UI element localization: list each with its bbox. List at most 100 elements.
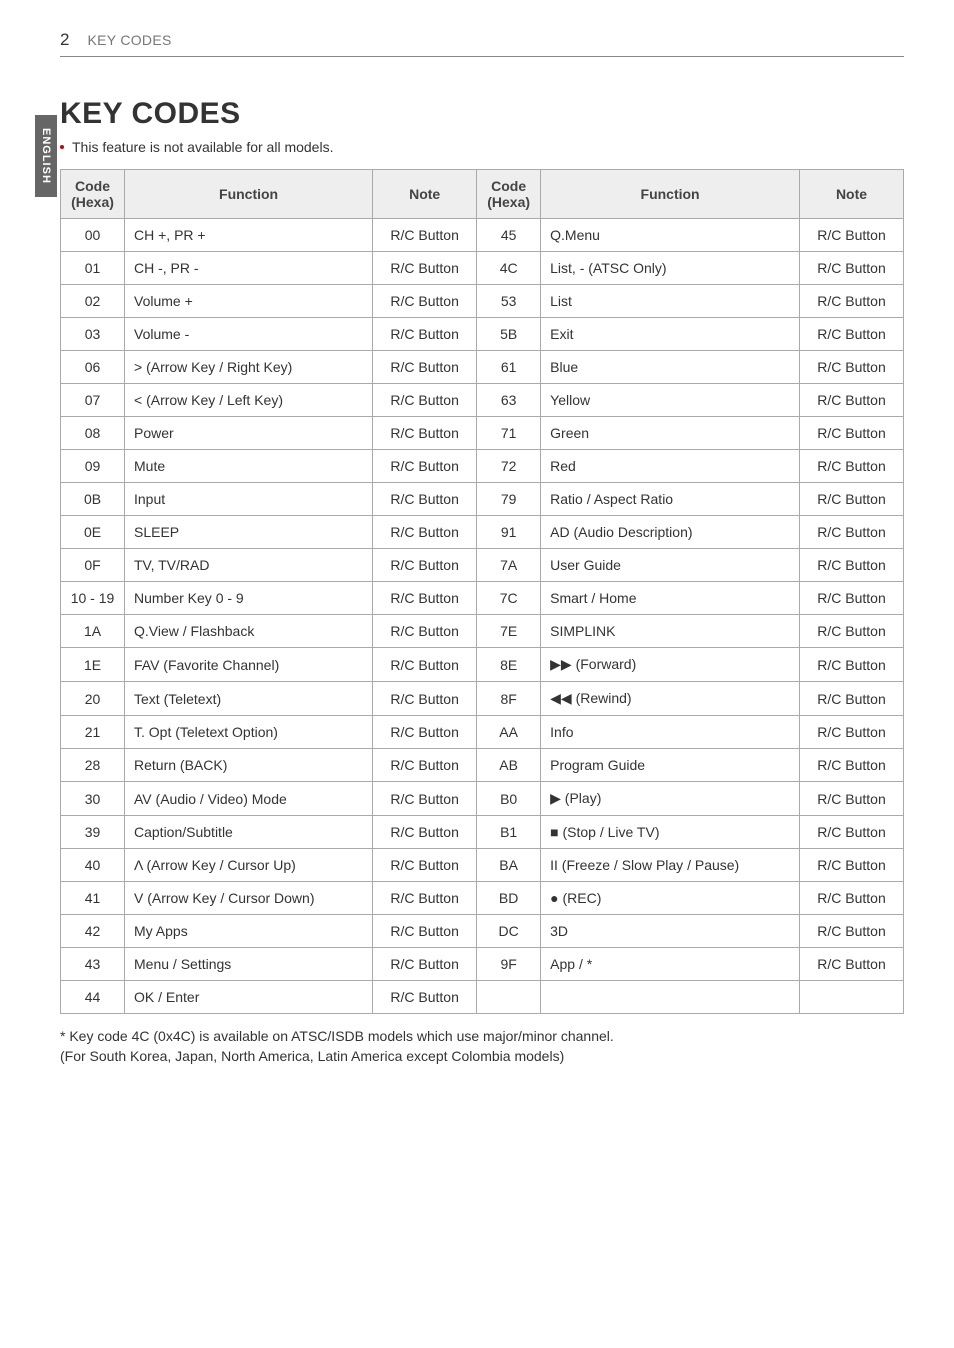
cell-code: 43 [61,948,125,981]
cell-note: R/C Button [373,285,477,318]
cell-note: R/C Button [800,483,904,516]
cell-note: R/C Button [373,219,477,252]
table-row: 1EFAV (Favorite Channel)R/C Button8E▶▶ (… [61,648,904,682]
cell-note: R/C Button [800,648,904,682]
table-row: 0BInputR/C Button79Ratio / Aspect RatioR… [61,483,904,516]
cell-code: 08 [61,417,125,450]
cell-code: 7E [477,615,541,648]
cell-note: R/C Button [800,915,904,948]
cell-note: R/C Button [373,882,477,915]
cell-code: 0E [61,516,125,549]
cell-function: > (Arrow Key / Right Key) [125,351,373,384]
cell-code: 10 - 19 [61,582,125,615]
cell-note: R/C Button [373,351,477,384]
cell-note: R/C Button [800,384,904,417]
cell-function: Menu / Settings [125,948,373,981]
table-row: 43Menu / SettingsR/C Button9FApp / *R/C … [61,948,904,981]
cell-note: R/C Button [373,318,477,351]
bullet-icon [60,145,64,149]
cell-note: R/C Button [373,749,477,782]
table-row: 42My AppsR/C ButtonDC3DR/C Button [61,915,904,948]
page-number: 2 [60,30,69,50]
cell-function: ■ (Stop / Live TV) [541,816,800,849]
table-row: 0ESLEEPR/C Button91AD (Audio Description… [61,516,904,549]
cell-function: CH -, PR - [125,252,373,285]
cell-function: < (Arrow Key / Left Key) [125,384,373,417]
cell-function: Program Guide [541,749,800,782]
cell-code: 1A [61,615,125,648]
cell-code: 21 [61,716,125,749]
cell-code: 63 [477,384,541,417]
cell-note: R/C Button [800,252,904,285]
cell-function: AD (Audio Description) [541,516,800,549]
cell-code: 42 [61,915,125,948]
cell-function: Exit [541,318,800,351]
table-row: 44OK / EnterR/C Button [61,981,904,1014]
table-header-row: Code (Hexa) Function Note Code (Hexa) Fu… [61,170,904,219]
cell-function: T. Opt (Teletext Option) [125,716,373,749]
cell-note: R/C Button [373,948,477,981]
cell-note: R/C Button [800,351,904,384]
cell-function: OK / Enter [125,981,373,1014]
table-row: 21T. Opt (Teletext Option)R/C ButtonAAIn… [61,716,904,749]
cell-function: Caption/Subtitle [125,816,373,849]
cell-code: 00 [61,219,125,252]
cell-function: Volume + [125,285,373,318]
cell-code: 4C [477,252,541,285]
cell-function: App / * [541,948,800,981]
cell-function: Text (Teletext) [125,682,373,716]
page-title: KEY CODES [60,97,904,131]
cell-note: R/C Button [800,285,904,318]
table-row: 00CH +, PR +R/C Button45Q.MenuR/C Button [61,219,904,252]
cell-code: 8E [477,648,541,682]
cell-function: User Guide [541,549,800,582]
cell-note: R/C Button [800,948,904,981]
cell-code: 7A [477,549,541,582]
cell-code: 0F [61,549,125,582]
cell-note [800,981,904,1014]
cell-code: 30 [61,782,125,816]
cell-code: 71 [477,417,541,450]
footnote-line: * Key code 4C (0x4C) is available on ATS… [60,1026,904,1046]
intro-bullet: This feature is not available for all mo… [60,139,904,155]
cell-code: 9F [477,948,541,981]
table-row: 0FTV, TV/RADR/C Button7AUser GuideR/C Bu… [61,549,904,582]
cell-code: 44 [61,981,125,1014]
cell-note: R/C Button [373,849,477,882]
cell-function: Smart / Home [541,582,800,615]
cell-note: R/C Button [373,782,477,816]
th-function-left: Function [125,170,373,219]
table-row: 40Λ (Arrow Key / Cursor Up)R/C ButtonBAI… [61,849,904,882]
cell-code: 45 [477,219,541,252]
cell-note: R/C Button [800,549,904,582]
cell-note: R/C Button [800,716,904,749]
cell-function: II (Freeze / Slow Play / Pause) [541,849,800,882]
cell-note: R/C Button [373,716,477,749]
cell-note: R/C Button [373,915,477,948]
table-row: 20Text (Teletext)R/C Button8F◀◀ (Rewind)… [61,682,904,716]
cell-code: 0B [61,483,125,516]
cell-function: My Apps [125,915,373,948]
cell-note: R/C Button [800,450,904,483]
cell-code: 02 [61,285,125,318]
table-row: 41V (Arrow Key / Cursor Down)R/C ButtonB… [61,882,904,915]
cell-function: 3D [541,915,800,948]
table-row: 30AV (Audio / Video) ModeR/C ButtonB0▶ (… [61,782,904,816]
cell-code: 06 [61,351,125,384]
keycodes-table: Code (Hexa) Function Note Code (Hexa) Fu… [60,169,904,1014]
cell-code: BD [477,882,541,915]
cell-code: 8F [477,682,541,716]
cell-note: R/C Button [800,582,904,615]
cell-code: 28 [61,749,125,782]
cell-code [477,981,541,1014]
cell-code: AB [477,749,541,782]
th-note-right: Note [800,170,904,219]
cell-function: ▶▶ (Forward) [541,648,800,682]
cell-note: R/C Button [373,981,477,1014]
table-row: 06> (Arrow Key / Right Key)R/C Button61B… [61,351,904,384]
cell-note: R/C Button [800,782,904,816]
cell-function: Power [125,417,373,450]
cell-function: Q.Menu [541,219,800,252]
cell-note: R/C Button [800,882,904,915]
cell-note: R/C Button [373,582,477,615]
